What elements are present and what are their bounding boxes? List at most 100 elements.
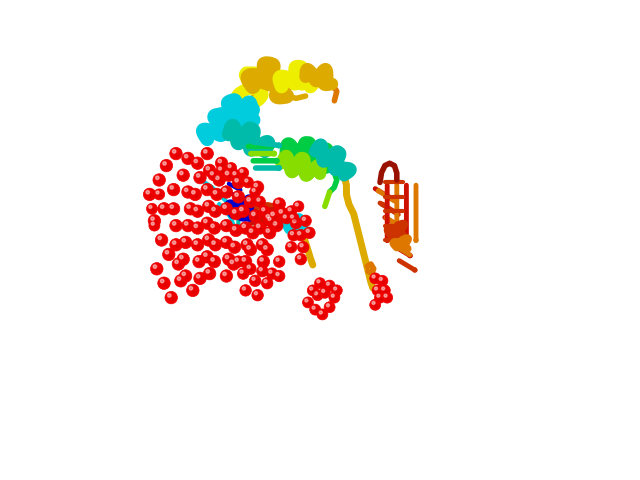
Circle shape: [264, 227, 276, 239]
Circle shape: [370, 273, 381, 284]
Circle shape: [152, 209, 154, 212]
Circle shape: [184, 155, 188, 158]
Circle shape: [310, 287, 313, 290]
Circle shape: [247, 245, 250, 248]
Circle shape: [382, 281, 385, 284]
Circle shape: [191, 205, 204, 217]
Circle shape: [170, 147, 182, 160]
Circle shape: [188, 226, 191, 228]
Circle shape: [153, 265, 157, 268]
Circle shape: [317, 309, 328, 320]
Circle shape: [322, 314, 325, 317]
Circle shape: [249, 229, 253, 232]
Circle shape: [161, 240, 164, 243]
Circle shape: [213, 174, 225, 186]
Circle shape: [204, 150, 207, 153]
Circle shape: [194, 207, 198, 211]
Circle shape: [257, 265, 268, 277]
Circle shape: [243, 241, 247, 244]
Circle shape: [330, 286, 332, 288]
Circle shape: [204, 186, 207, 189]
Circle shape: [182, 152, 195, 165]
Circle shape: [220, 186, 233, 198]
Circle shape: [197, 228, 200, 231]
Circle shape: [375, 278, 378, 281]
Circle shape: [213, 175, 216, 178]
Circle shape: [380, 285, 390, 296]
Circle shape: [317, 295, 320, 298]
Circle shape: [381, 292, 393, 303]
Circle shape: [194, 171, 206, 184]
Circle shape: [220, 270, 233, 282]
Circle shape: [272, 274, 275, 276]
Circle shape: [194, 241, 198, 244]
Circle shape: [171, 298, 174, 300]
Circle shape: [285, 241, 297, 253]
Circle shape: [195, 194, 198, 198]
Circle shape: [266, 215, 269, 218]
Circle shape: [381, 287, 385, 290]
Circle shape: [312, 290, 316, 293]
Circle shape: [154, 226, 157, 228]
Circle shape: [239, 222, 252, 234]
Circle shape: [207, 257, 210, 260]
Circle shape: [221, 163, 225, 167]
Circle shape: [380, 277, 382, 280]
Circle shape: [168, 183, 180, 196]
Circle shape: [168, 254, 172, 257]
Circle shape: [292, 219, 296, 223]
Circle shape: [237, 205, 250, 217]
Circle shape: [324, 302, 335, 312]
Circle shape: [372, 285, 383, 296]
Circle shape: [255, 196, 266, 207]
Circle shape: [282, 214, 285, 216]
Circle shape: [193, 290, 196, 293]
Circle shape: [223, 253, 235, 265]
Circle shape: [154, 189, 164, 200]
Circle shape: [334, 298, 337, 300]
Circle shape: [205, 236, 209, 240]
Circle shape: [242, 258, 246, 261]
Circle shape: [266, 268, 278, 279]
Circle shape: [232, 210, 236, 213]
Circle shape: [170, 186, 173, 189]
Circle shape: [176, 245, 179, 248]
Circle shape: [186, 242, 188, 245]
Circle shape: [337, 290, 339, 293]
Circle shape: [196, 174, 200, 177]
Circle shape: [305, 221, 308, 224]
Circle shape: [212, 241, 215, 244]
Circle shape: [326, 282, 330, 285]
Circle shape: [264, 212, 276, 225]
Circle shape: [209, 239, 221, 251]
Circle shape: [237, 268, 249, 279]
Circle shape: [257, 198, 260, 201]
Circle shape: [226, 192, 229, 195]
Circle shape: [260, 202, 262, 204]
Circle shape: [195, 258, 199, 261]
Circle shape: [202, 200, 215, 213]
Circle shape: [293, 201, 304, 212]
Circle shape: [257, 187, 260, 190]
Circle shape: [255, 216, 258, 219]
Circle shape: [194, 159, 198, 163]
Circle shape: [306, 229, 309, 232]
Circle shape: [235, 258, 238, 261]
Circle shape: [175, 275, 187, 287]
Circle shape: [191, 191, 195, 194]
Circle shape: [305, 299, 308, 302]
Circle shape: [252, 277, 255, 280]
Circle shape: [231, 243, 234, 247]
Circle shape: [296, 223, 299, 226]
Circle shape: [161, 279, 164, 283]
Circle shape: [170, 219, 182, 232]
Circle shape: [178, 264, 181, 267]
Circle shape: [234, 247, 237, 251]
Circle shape: [151, 222, 154, 225]
Circle shape: [245, 290, 248, 293]
Circle shape: [324, 293, 327, 296]
Circle shape: [295, 253, 307, 265]
Circle shape: [243, 173, 246, 176]
Circle shape: [269, 218, 273, 222]
Circle shape: [189, 188, 202, 201]
